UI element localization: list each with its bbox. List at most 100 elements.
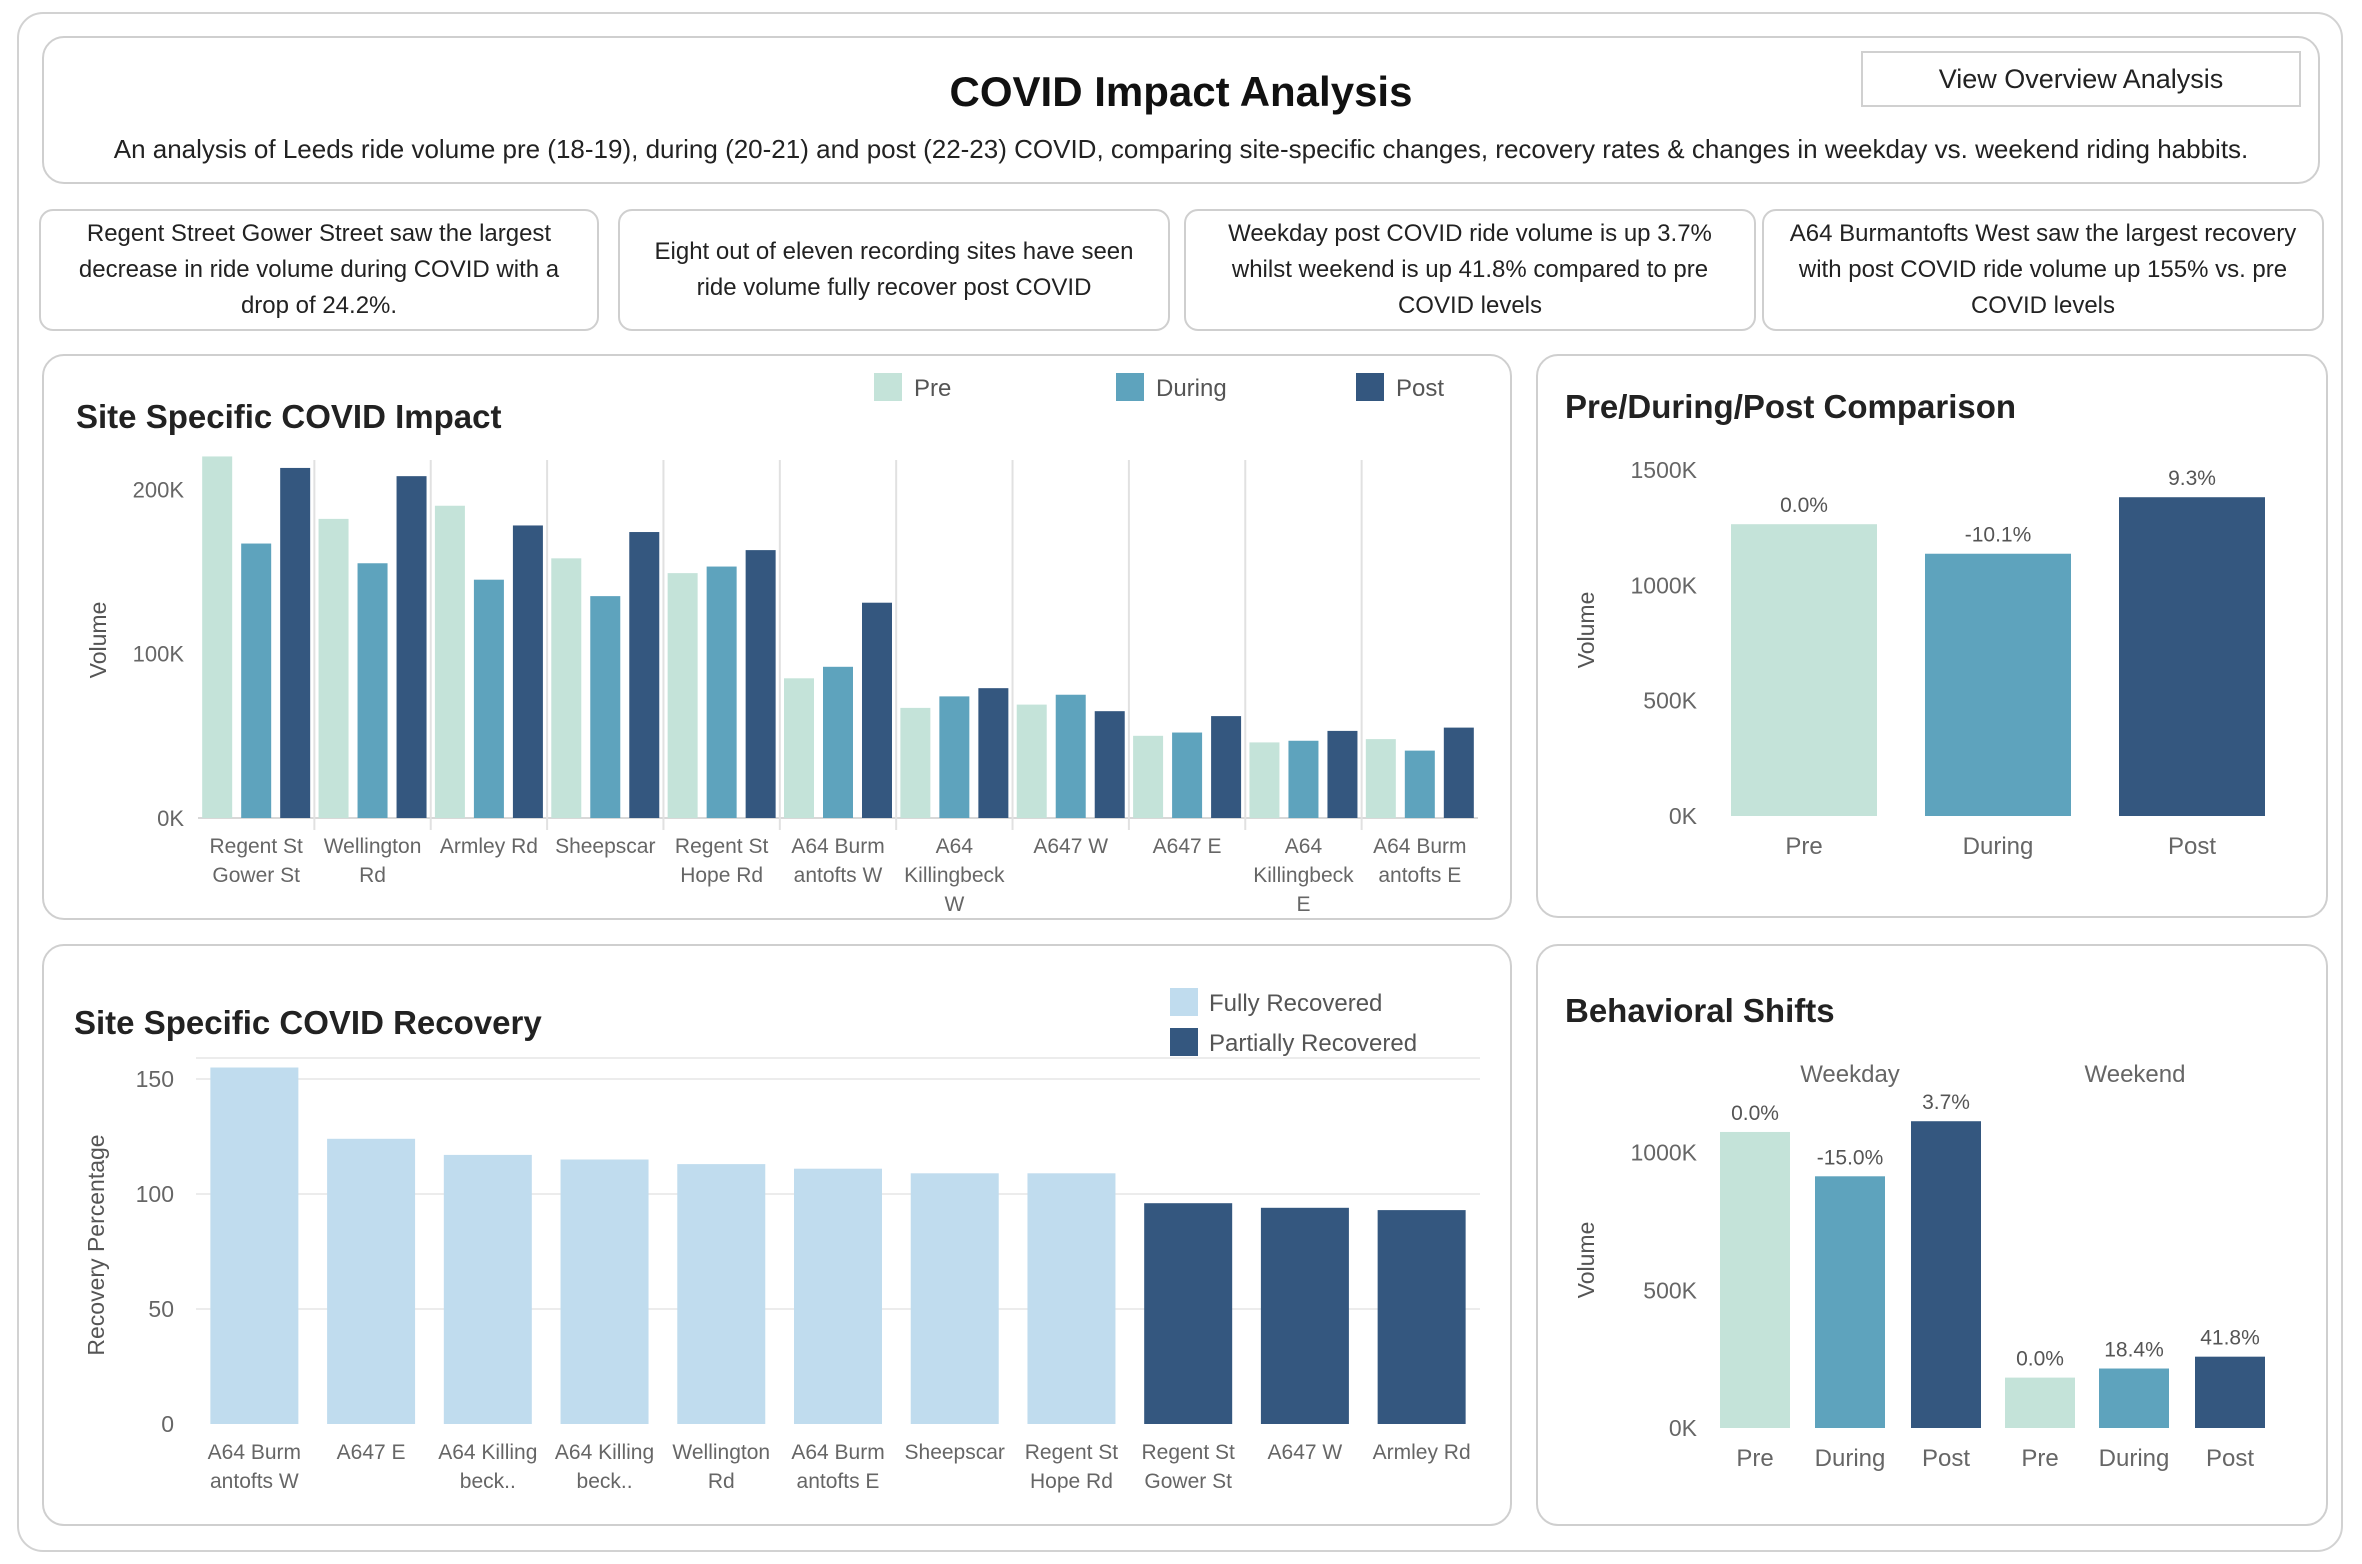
recovery-bar [443,1154,532,1424]
impact-legend-swatch [874,373,902,401]
impact-xtick-label: A64 Burm [791,835,884,858]
impact-bar [512,525,543,818]
recovery-xtick-label: Wellington [672,1441,770,1464]
impact-legend-label: During [1156,375,1227,402]
behavioral-data-label: 41.8% [2200,1327,2260,1350]
recovery-ytick-label: 50 [148,1296,174,1322]
comparison-bar [1731,524,1877,816]
recovery-xtick-label: A64 Killing [555,1441,654,1464]
impact-xtick-label: W [944,893,964,916]
recovery-bar [677,1164,766,1424]
impact-bar [745,550,776,818]
impact-bar [900,707,931,818]
recovery-xtick-label: A647 E [337,1441,406,1464]
impact-bar [357,563,388,818]
impact-bar [280,467,311,818]
behavioral-xtick-label: Pre [2021,1445,2058,1472]
impact-xtick-label: Rd [359,864,386,887]
impact-bar [473,579,504,818]
recovery-xtick-label: antofts W [210,1470,299,1493]
behavioral-data-label: -15.0% [1817,1146,1884,1169]
behavioral-bar [2099,1368,2169,1428]
recovery-bar [560,1159,649,1424]
recovery-xtick-label: Sheepscar [905,1441,1005,1464]
recovery-xtick-label: beck.. [460,1470,516,1493]
recovery-xtick-label: Rd [708,1470,735,1493]
impact-xtick-label: Wellington [324,835,422,858]
recovery-ytick-label: 100 [136,1181,174,1207]
impact-xtick-label: Sheepscar [555,835,655,858]
impact-bar [667,573,698,818]
impact-bar [862,602,892,818]
impact-bar [1249,742,1280,818]
impact-bar [784,678,814,818]
page-subtitle: An analysis of Leeds ride volume pre (18… [113,134,2249,164]
insight-card-4: A64 Burmantofts West saw the largest rec… [1762,209,2324,331]
comparison-title: Pre/During/Post Comparison [1565,388,2017,425]
recovery-ytick-label: 0 [161,1411,174,1437]
impact-xtick-label: A647 E [1153,835,1222,858]
recovery-xtick-label: Regent St [1025,1441,1119,1464]
recovery-bar [794,1168,882,1424]
impact-ytick-label: 200K [133,477,185,502]
recovery-legend-swatch [1170,988,1198,1016]
behavioral-data-label: 0.0% [2016,1348,2064,1371]
behavioral-xtick-label: During [1815,1445,1886,1472]
impact-bar [1133,735,1164,818]
insight-card-2: Eight out of eleven recording sites have… [618,209,1170,331]
impact-bar [1365,739,1396,818]
impact-xtick-label: A64 [1285,835,1323,858]
behavioral-xtick-label: Pre [1736,1445,1773,1472]
recovery-xtick-label: beck.. [577,1470,633,1493]
behavioral-xtick-label: Post [2206,1445,2254,1472]
recovery-xtick-label: A64 Burm [208,1441,301,1464]
impact-bar [1094,711,1125,818]
impact-bar [939,696,970,818]
impact-bar [590,596,621,818]
behavioral-data-label: 3.7% [1922,1091,1970,1114]
impact-legend-swatch [1116,373,1144,401]
impact-xtick-label: A64 Burm [1373,835,1466,858]
behavioral-bar [1815,1176,1885,1428]
impact-xtick-label: A647 W [1033,835,1108,858]
comparison-data-label: -10.1% [1965,524,2032,547]
recovery-xtick-label: Hope Rd [1030,1470,1113,1493]
insight-card-1: Regent Street Gower Street saw the large… [39,209,599,331]
recovery-title: Site Specific COVID Recovery [74,1004,542,1041]
impact-ytick-label: 100K [133,642,185,667]
impact-bar [823,666,853,818]
impact-ytick-label: 0K [157,806,184,831]
recovery-legend-label: Fully Recovered [1209,990,1382,1017]
behavioral-bar [2195,1356,2265,1428]
behavioral-ytick-label: 500K [1643,1277,1697,1303]
behavioral-ytick-label: 0K [1669,1415,1698,1441]
impact-bar [434,505,465,818]
impact-xtick-label: Gower St [212,864,300,887]
behavioral-data-label: 0.0% [1731,1102,1779,1125]
comparison-ytick-label: 500K [1643,688,1697,714]
impact-bar [1404,750,1435,818]
recovery-bar [910,1173,999,1424]
comparison-xtick-label: Pre [1785,833,1822,860]
recovery-bar [327,1138,416,1424]
comparison-xtick-label: During [1963,833,2034,860]
view-overview-button[interactable]: View Overview Analysis [1861,51,2301,107]
comparison-ylabel: Volume [1573,592,1599,669]
impact-bar [241,543,272,818]
behavioral-xtick-label: During [2099,1445,2170,1472]
impact-xtick-label: Armley Rd [440,835,538,858]
recovery-xtick-label: Regent St [1141,1441,1235,1464]
comparison-ytick-label: 1500K [1630,457,1697,483]
insight-card-3: Weekday post COVID ride volume is up 3.7… [1184,209,1756,331]
recovery-xtick-label: antofts E [797,1470,880,1493]
behavioral-title: Behavioral Shifts [1565,992,1835,1029]
recovery-legend-label: Partially Recovered [1209,1030,1417,1057]
behavioral-group-label: Weekend [2085,1061,2186,1088]
impact-xtick-label: antofts E [1378,864,1461,887]
recovery-xtick-label: A64 Burm [791,1441,884,1464]
impact-bar [1016,704,1047,818]
impact-xtick-label: A64 [936,835,974,858]
impact-bar [202,456,233,818]
site-impact-title: Site Specific COVID Impact [76,398,502,435]
